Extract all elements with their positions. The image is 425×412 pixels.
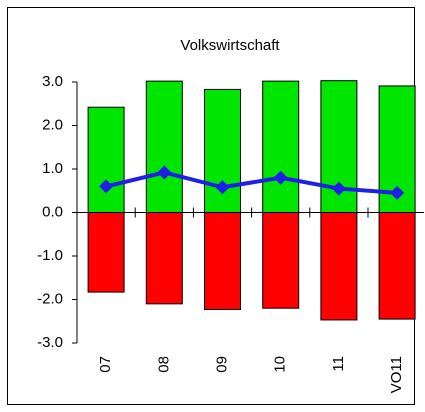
x-tick-label: 09 [213, 356, 230, 373]
bar [262, 212, 300, 309]
bar [87, 106, 125, 213]
marker [99, 179, 114, 194]
chart-title: Volkswirtschaft [180, 37, 280, 54]
y-tick-label: -2.0 [37, 290, 63, 307]
y-tick-label: 3.0 [42, 73, 63, 90]
marker [273, 170, 288, 185]
bar [87, 212, 125, 293]
marker [390, 185, 405, 200]
x-tick-label: 07 [97, 356, 114, 373]
marker [157, 165, 172, 180]
x-tick-label: VO11 [388, 356, 405, 393]
line [105, 170, 398, 195]
y-tick-label: -1.0 [37, 247, 63, 264]
y-tick-label: 1.0 [42, 160, 63, 177]
bar [378, 212, 416, 320]
x-tick-label: 10 [272, 356, 289, 373]
marker [331, 181, 346, 196]
bar [204, 212, 241, 311]
bar [145, 212, 183, 305]
y-tick-label: 2.0 [42, 116, 63, 133]
x-tick-label: 08 [155, 356, 172, 373]
bar [262, 80, 300, 213]
bar [320, 212, 358, 321]
marker [215, 180, 230, 195]
y-tick-label: -3.0 [37, 334, 63, 351]
y-tick-label: 0.0 [42, 203, 63, 220]
bar [145, 80, 183, 213]
x-tick-label: 11 [330, 356, 347, 372]
